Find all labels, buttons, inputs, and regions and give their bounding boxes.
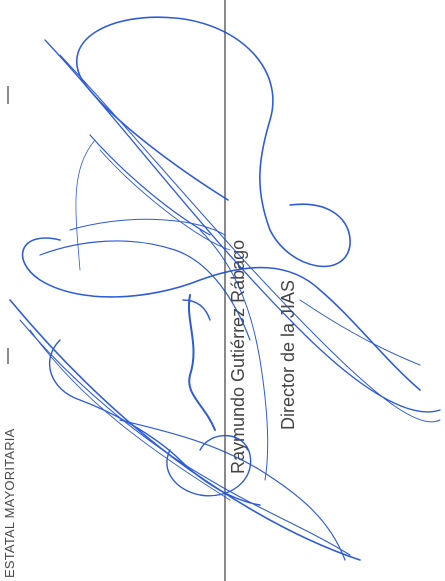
left-tick-top xyxy=(7,86,9,104)
left-tick-bottom xyxy=(7,348,9,364)
